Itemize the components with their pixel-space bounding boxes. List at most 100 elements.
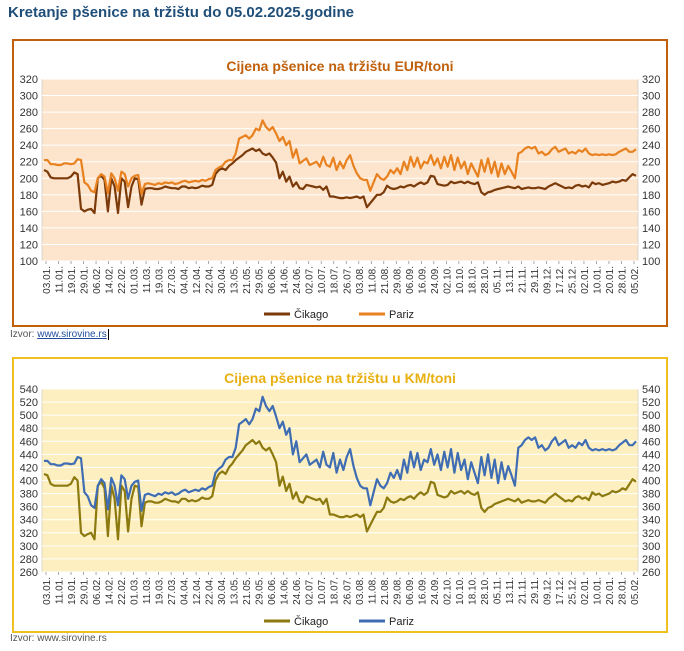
x-tick-label: 20.01. — [605, 577, 616, 605]
y2-tick-label: 260 — [642, 567, 660, 579]
x-tick-label: 10.10. — [455, 577, 466, 605]
x-tick-label: 05.11. — [492, 266, 503, 293]
y2-tick-label: 260 — [642, 124, 660, 136]
x-tick-label: 12.04. — [192, 266, 203, 294]
y-tick-label: 160 — [20, 206, 38, 218]
x-tick-label: 17.12. — [555, 577, 566, 605]
x-tick-label: 19.03. — [155, 266, 166, 294]
x-tick-label: 03.01. — [42, 577, 53, 605]
x-tick-label: 02.01. — [580, 577, 591, 605]
x-tick-label: 02.01. — [580, 266, 591, 294]
x-tick-label: 29.08. — [392, 266, 403, 294]
x-tick-label: 16.09. — [417, 266, 428, 294]
x-tick-label: 19.03. — [155, 577, 166, 605]
y2-tick-label: 320 — [642, 528, 660, 540]
y-tick-label: 320 — [20, 74, 38, 86]
y-tick-label: 500 — [20, 410, 38, 422]
x-tick-label: 06.06. — [267, 266, 278, 294]
x-tick-label: 21.08. — [380, 577, 391, 605]
y2-tick-label: 520 — [642, 397, 660, 409]
y-tick-label: 100 — [20, 256, 38, 268]
x-tick-label: 30.04. — [217, 577, 228, 605]
x-tick-label: 03.08. — [355, 266, 366, 294]
y2-tick-label: 240 — [642, 140, 660, 152]
plot-area — [41, 78, 639, 262]
x-tick-label: 30.04. — [217, 266, 228, 294]
legend: Čikago Pariz — [264, 308, 414, 321]
x-tick-label: 01.03. — [130, 266, 141, 294]
x-tick-label: 26.07. — [342, 266, 353, 294]
source-link[interactable]: www.sirovine.rs — [37, 329, 107, 341]
y2-tick-label: 340 — [642, 515, 660, 527]
x-tick-label: 05.11. — [492, 577, 503, 604]
y-tick-label: 480 — [20, 423, 38, 435]
x-tick-label: 21.11. — [517, 266, 528, 293]
y-tick-label: 520 — [20, 397, 38, 409]
y-tick-label: 360 — [20, 502, 38, 514]
y-tick-label: 220 — [20, 157, 38, 169]
y2-tick-label: 400 — [642, 476, 660, 488]
x-tick-label: 06.06. — [267, 577, 278, 605]
x-tick-label: 13.05. — [230, 266, 241, 294]
x-tick-label: 11.03. — [142, 266, 153, 293]
x-tick-label: 18.10. — [467, 266, 478, 294]
x-tick-label: 06.09. — [405, 577, 416, 605]
y-tick-label: 260 — [20, 124, 38, 136]
x-tick-label: 11.08. — [367, 266, 378, 293]
y2-tick-label: 100 — [642, 256, 660, 268]
x-tick-label: 05.02. — [630, 577, 641, 605]
x-tick-label: 10.07. — [317, 577, 328, 605]
x-tick-label: 06.02. — [92, 577, 103, 605]
y2-tick-label: 380 — [642, 489, 660, 501]
x-tick-label: 18.07. — [330, 577, 341, 605]
y2-tick-label: 300 — [642, 91, 660, 103]
x-tick-label: 27.03. — [167, 266, 178, 294]
y2-tick-label: 440 — [642, 449, 660, 461]
y-tick-label: 140 — [20, 223, 38, 235]
x-tick-label: 29.08. — [392, 577, 403, 605]
x-tick-label: 29.05. — [255, 266, 266, 294]
x-tick-label: 11.01. — [55, 577, 66, 604]
y-tick-label: 300 — [20, 91, 38, 103]
y-tick-label: 340 — [20, 515, 38, 527]
x-tick-label: 22.02. — [117, 266, 128, 294]
x-tick-label: 16.09. — [417, 577, 428, 605]
x-tick-label: 17.12. — [555, 266, 566, 294]
x-tick-label: 06.09. — [405, 266, 416, 294]
y2-tick-label: 540 — [642, 384, 660, 396]
x-tick-label: 19.01. — [67, 577, 78, 605]
x-tick-label: 13.05. — [230, 577, 241, 605]
source-label: Izvor: — [10, 329, 35, 341]
chart-eur-container: Cijena pšenice na tržištu EUR/toni 100 120… — [12, 39, 668, 327]
x-tick-label: 24.06. — [292, 577, 303, 605]
y2-tick-label: 300 — [642, 541, 660, 553]
x-tick-label: 21.11. — [517, 577, 528, 604]
x-tick-label: 20.01. — [605, 266, 616, 294]
source-note-1: Izvor: www.sirovine.rs — [10, 329, 109, 340]
x-tick-label: 24.09. — [430, 266, 441, 294]
x-tick-label: 27.03. — [167, 577, 178, 605]
y-tick-label: 400 — [20, 476, 38, 488]
y2-tick-label: 140 — [642, 223, 660, 235]
x-tick-label: 14.06. — [280, 577, 291, 605]
source-text: www.sirovine.rs — [37, 633, 107, 644]
x-tick-label: 03.01. — [42, 266, 53, 294]
chart-km: Cijena pšenice na tržištu u KM/toni26028… — [20, 370, 661, 628]
chart-eur: Cijena pšenice na tržištu EUR/toni 100 120… — [20, 58, 661, 321]
x-tick-label: 28.10. — [480, 577, 491, 605]
x-tick-label: 24.09. — [430, 577, 441, 605]
x-tick-label: 10.07. — [317, 266, 328, 294]
y-tick-label: 180 — [20, 190, 38, 202]
series-line-cikago — [43, 438, 637, 541]
x-tick-label: 05.02. — [630, 266, 641, 294]
y2-tick-label: 500 — [642, 410, 660, 422]
x-tick-label: 10.10. — [455, 266, 466, 294]
y-tick-label: 460 — [20, 436, 38, 448]
y2-tick-label: 160 — [642, 206, 660, 218]
x-tick-label: 02.07. — [305, 266, 316, 294]
chart-title: Cijena pšenice na tržištu EUR/toni — [226, 58, 453, 74]
x-tick-label: 14.02. — [105, 266, 116, 294]
x-tick-label: 02.10. — [442, 577, 453, 605]
x-tick-label: 13.11. — [505, 577, 516, 604]
x-tick-label: 29.01. — [80, 577, 91, 605]
